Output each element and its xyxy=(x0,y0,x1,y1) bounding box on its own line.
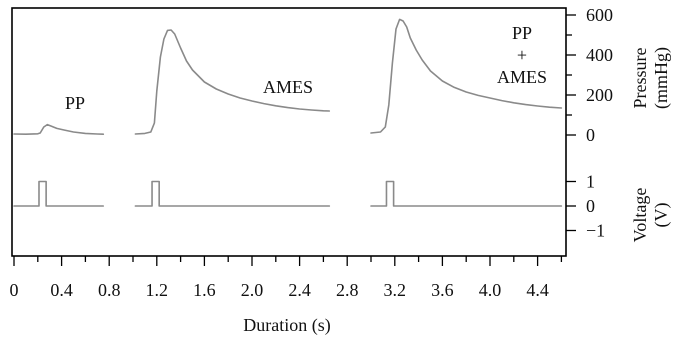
pressure-tick-label: 0 xyxy=(586,125,595,145)
pressure-axis-label-line2: (mmHg) xyxy=(651,47,672,109)
traces xyxy=(13,18,563,207)
voltage-tick-label: −1 xyxy=(586,221,605,241)
x-tick-label: 0.4 xyxy=(50,280,73,300)
x-tick-label: 2.8 xyxy=(336,280,359,300)
voltage-tick-label: 0 xyxy=(586,196,595,216)
pressure-trace-pp-ames xyxy=(370,18,563,134)
x-tick-label: 3.6 xyxy=(431,280,454,300)
annotation-ames: AMES xyxy=(263,77,313,97)
annotation-combo-line1: PP xyxy=(512,23,532,43)
x-tick-label: 2.4 xyxy=(288,280,311,300)
x-tick-label: 3.2 xyxy=(384,280,407,300)
voltage-axis-label-line1: Voltage xyxy=(630,188,650,243)
x-tick-label: 0 xyxy=(10,280,19,300)
pressure-tick-label: 400 xyxy=(586,45,613,65)
x-tick-label: 4.0 xyxy=(479,280,502,300)
x-tick-label: 1.2 xyxy=(146,280,169,300)
pressure-trace-ames xyxy=(134,29,331,135)
x-tick-label: 2.0 xyxy=(241,280,264,300)
right-axis-ticks: 600 400 200 0 1 0 −1 xyxy=(566,5,613,241)
voltage-trace-pp xyxy=(13,180,105,207)
voltage-axis-label-line2: (V) xyxy=(651,203,672,228)
pressure-tick-label: 200 xyxy=(586,85,613,105)
voltage-trace-ames xyxy=(134,180,331,207)
pressure-tick-label: 600 xyxy=(586,5,613,25)
annotation-pp: PP xyxy=(65,93,85,113)
x-axis-label: Duration (s) xyxy=(243,315,330,336)
x-tick-label: 0.8 xyxy=(98,280,121,300)
pressure-trace-pp xyxy=(13,123,105,135)
annotation-combo-line3: AMES xyxy=(497,67,547,87)
x-axis-ticks: 0 0.4 0.8 1.2 1.6 2.0 2.4 2.8 3.2 3.6 4.0 4.4 xyxy=(10,256,563,300)
plot-frame xyxy=(11,7,567,257)
x-tick-label: 4.4 xyxy=(526,280,549,300)
annotation-combo-line2: + xyxy=(517,45,527,65)
pressure-axis-label-line1: Pressure xyxy=(630,48,650,109)
voltage-tick-label: 1 xyxy=(586,172,595,192)
voltage-trace-pp-ames xyxy=(370,180,563,207)
x-tick-label: 1.6 xyxy=(193,280,216,300)
